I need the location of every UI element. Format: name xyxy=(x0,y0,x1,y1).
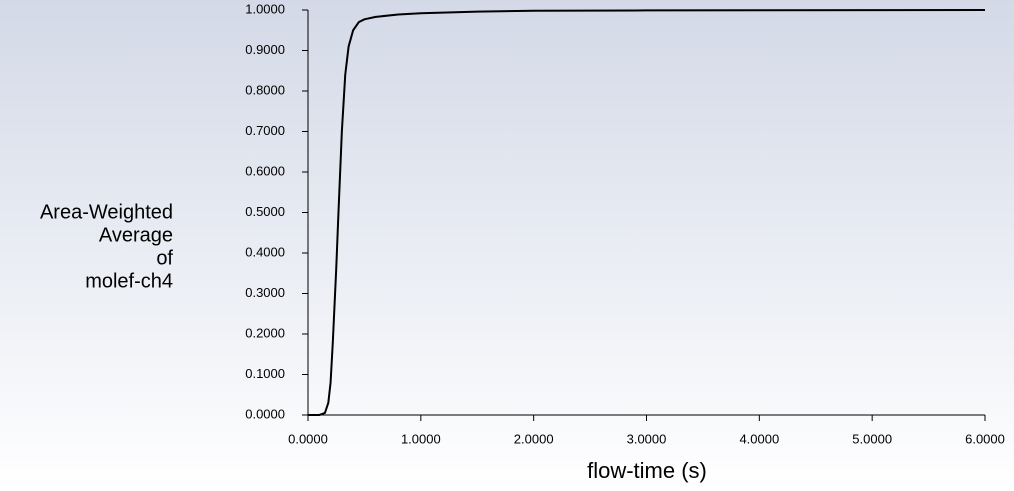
y-axis-title: molef-ch4 xyxy=(85,270,173,292)
y-tick-label: 1.0000 xyxy=(245,1,285,16)
x-tick-label: 1.0000 xyxy=(401,431,441,446)
y-tick-label: 0.2000 xyxy=(245,325,285,340)
y-axis-title: of xyxy=(156,247,173,269)
y-tick-label: 0.6000 xyxy=(245,163,285,178)
y-tick-label: 0.0000 xyxy=(245,406,285,421)
x-tick-label: 5.0000 xyxy=(852,431,892,446)
x-tick-label: 3.0000 xyxy=(627,431,667,446)
x-tick-label: 0.0000 xyxy=(288,431,328,446)
y-tick-label: 0.5000 xyxy=(245,204,285,219)
x-axis-title: flow-time (s) xyxy=(587,458,707,483)
y-axis-title: Area-Weighted xyxy=(40,201,173,223)
y-tick-label: 0.1000 xyxy=(245,366,285,381)
y-tick-label: 0.9000 xyxy=(245,42,285,57)
y-tick-label: 0.4000 xyxy=(245,244,285,259)
y-tick-label: 0.8000 xyxy=(245,82,285,97)
x-tick-label: 2.0000 xyxy=(514,431,554,446)
y-tick-label: 0.3000 xyxy=(245,285,285,300)
x-tick-label: 6.0000 xyxy=(965,431,1005,446)
y-axis-title: Average xyxy=(99,224,173,246)
data-line xyxy=(308,9,986,416)
x-tick-label: 4.0000 xyxy=(739,431,779,446)
y-tick-label: 0.7000 xyxy=(245,123,285,138)
